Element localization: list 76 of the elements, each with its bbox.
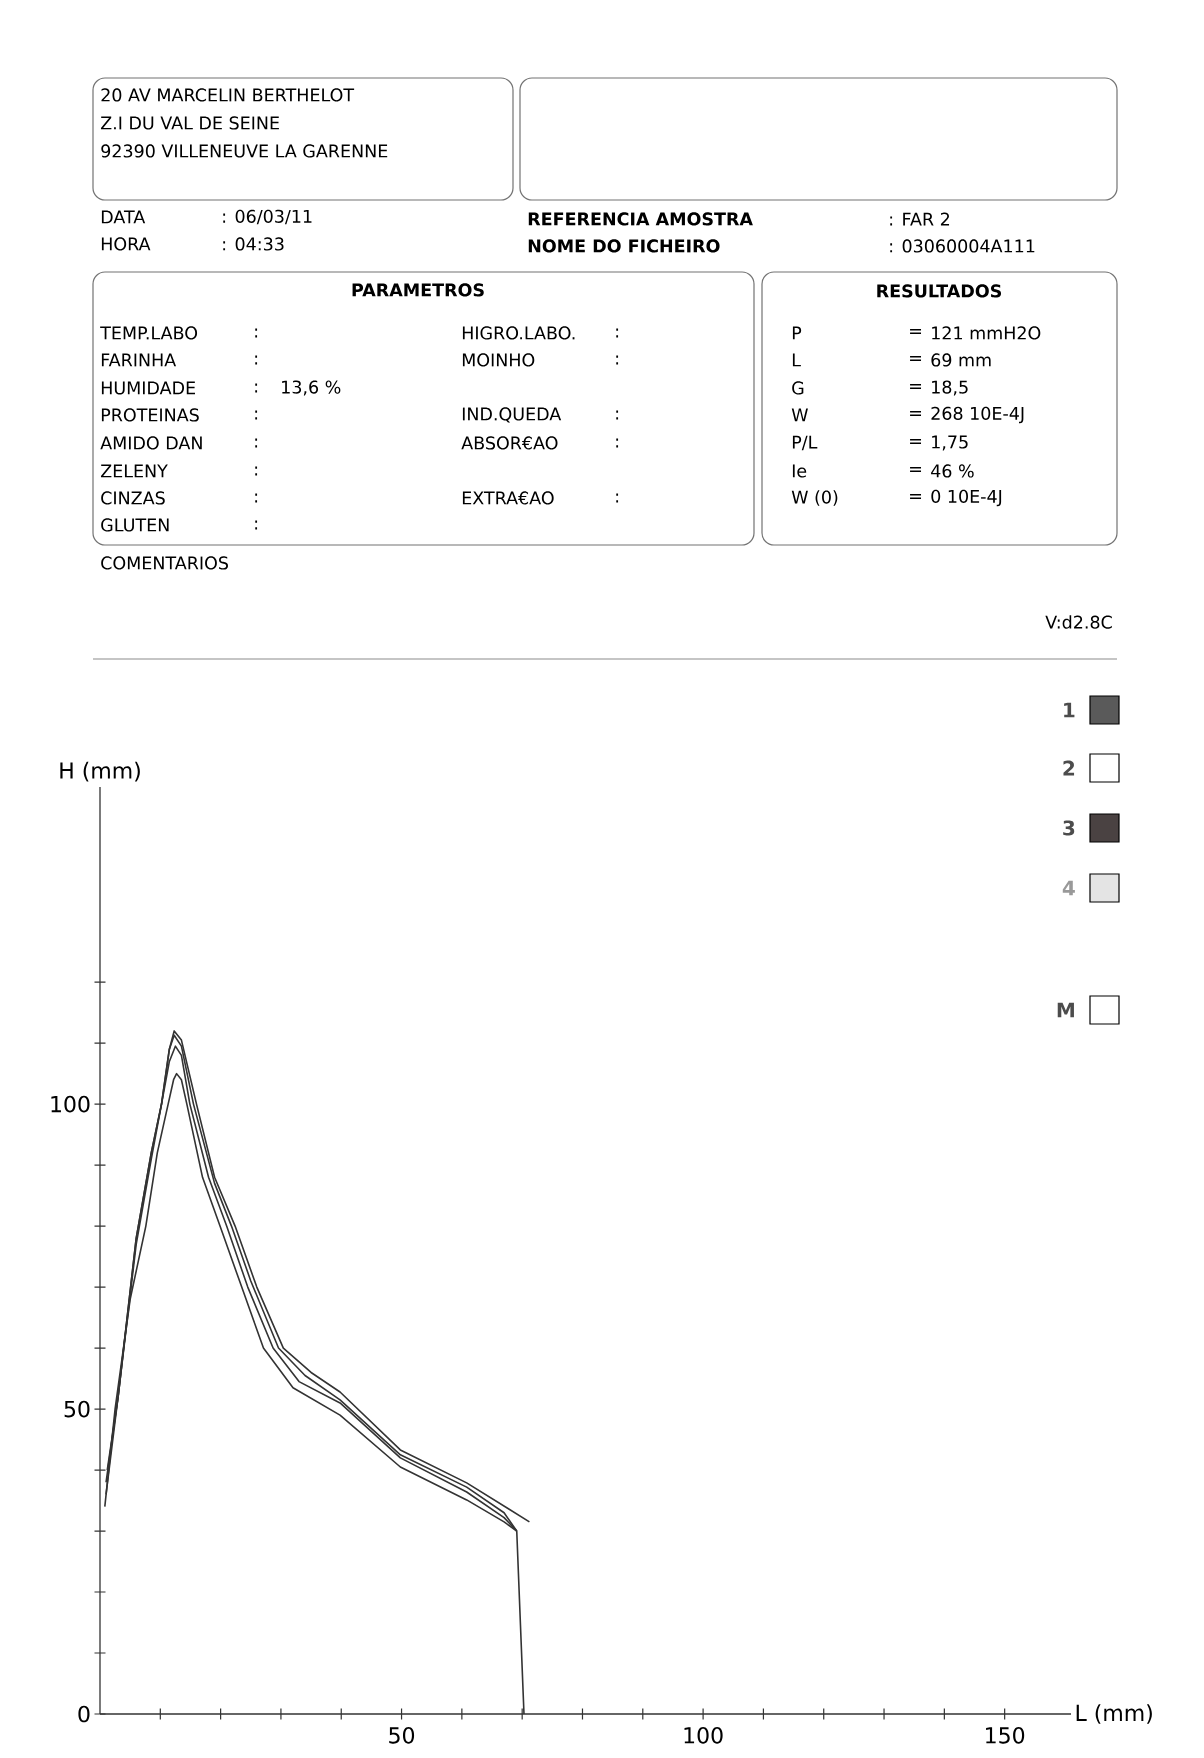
annotation: 3 [1063, 820, 1075, 836]
text: = [910, 356, 922, 361]
text: 268 10E-4J [931, 406, 1024, 424]
text: HUMIDADE [101, 381, 195, 395]
text: : [616, 493, 619, 503]
text: 18,5 [932, 380, 968, 396]
text: : [255, 355, 258, 365]
text: IND.QUEDA [462, 407, 562, 423]
text: : [255, 466, 258, 476]
text: : 03060004A111 [890, 239, 1035, 253]
text: 121 mmH2O [932, 326, 1041, 340]
text: GLUTEN [101, 518, 169, 532]
annotation: M [1057, 1002, 1074, 1018]
text: RESULTADOS [877, 284, 1002, 298]
text: 13,6 % [282, 380, 341, 396]
text: P [792, 326, 802, 340]
text: AMIDO DAN [100, 436, 202, 450]
text: 2 [1063, 760, 1075, 776]
text: = [910, 494, 922, 499]
text: 1,75 [932, 435, 968, 451]
y-tick-label: 0 [78, 1705, 90, 1723]
text: ZELENY [100, 464, 168, 478]
text: HORA [101, 237, 151, 251]
text: : [255, 410, 258, 420]
text: : [255, 383, 258, 393]
text: HIGRO.LABO. [462, 326, 575, 340]
text: NOME DO FICHEIRO [528, 239, 720, 253]
text: = [910, 411, 922, 416]
text: = [910, 384, 922, 389]
text: 1 [1064, 702, 1075, 718]
text: P/L [792, 435, 818, 451]
text: = [910, 439, 922, 444]
text: : 06/03/11 [223, 209, 312, 225]
y-tick-label: 50 [64, 1400, 90, 1418]
text: PARAMETROS [352, 283, 484, 297]
text: 46 % [931, 464, 974, 478]
text: : [616, 328, 619, 338]
text: REFERENCIA AMOSTRA [528, 212, 753, 226]
y-tick-label: 100 [51, 1095, 90, 1113]
text: : [255, 438, 258, 448]
text: DATA [101, 210, 146, 224]
text: ABSOR€AO [461, 436, 558, 450]
text: : [616, 438, 619, 448]
annotation: 4 [1062, 880, 1075, 896]
text: TEMP.LABO [100, 326, 198, 340]
y-axis-title: H (mm) [60, 761, 140, 782]
text: = [910, 467, 922, 472]
text: 92390 VILLENEUVE LA GARENNE [101, 144, 388, 158]
text: : [616, 410, 619, 420]
text: : FAR 2 [890, 212, 950, 226]
text: 0 10E-4J [931, 489, 1002, 507]
text: Z.I DU VAL DE SEINE [100, 116, 279, 130]
text: W (0) [791, 490, 838, 506]
x-tick-label: 100 [684, 1727, 723, 1744]
text: 20 AV MARCELIN BERTHELOT [101, 88, 355, 102]
text: COMENTARIOS [101, 556, 228, 570]
text: : [255, 520, 258, 530]
text: = [910, 329, 922, 334]
text: Ie [792, 464, 807, 478]
text: W [791, 408, 808, 422]
x-tick-label: 150 [986, 1727, 1025, 1744]
x-tick-label: 50 [389, 1727, 415, 1744]
text: MOINHO [462, 353, 535, 367]
text: : [616, 355, 619, 365]
text: FARINHA [101, 353, 177, 367]
text: V:d2.8C [1045, 615, 1112, 629]
text: CINZAS [101, 491, 165, 505]
text: : [255, 493, 258, 503]
text: G [792, 381, 804, 395]
text: : 04:33 [223, 237, 284, 251]
x-axis-title: L (mm) [1076, 1704, 1152, 1724]
text: EXTRA€AO [462, 491, 554, 505]
text: 69 mm [931, 353, 991, 367]
text: PROTEINAS [101, 408, 199, 422]
text: L [792, 353, 801, 367]
text: : [255, 328, 258, 338]
